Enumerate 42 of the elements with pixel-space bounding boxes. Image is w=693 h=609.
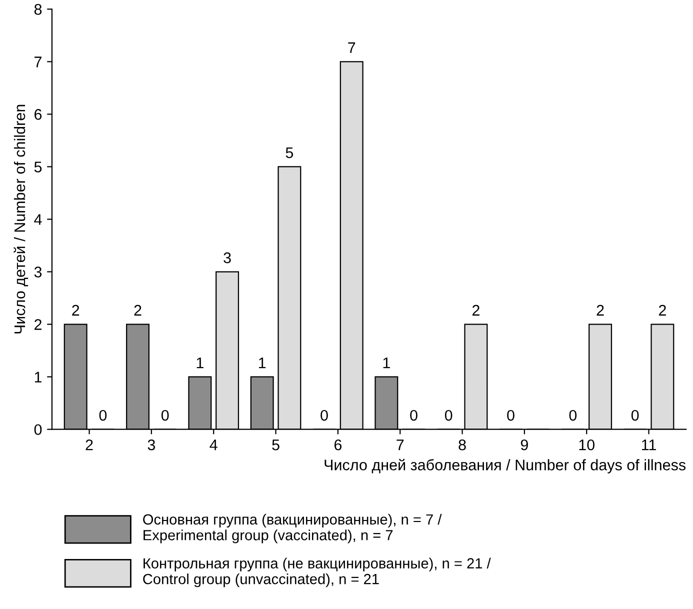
x-tick-label: 5 [272,440,280,450]
data-label: 2 [134,304,142,316]
x-tick-label: 4 [210,440,218,450]
data-label: 0 [320,410,328,421]
data-label: 3 [224,252,231,264]
y-tick-label: 3 [34,266,42,278]
data-label: 1 [383,358,390,368]
x-tick-label: 3 [148,439,156,450]
data-label: 2 [596,304,604,316]
x-tick-label: 6 [334,439,342,450]
x-tick-label: 11 [642,440,656,450]
y-tick-label: 0 [34,424,42,436]
data-label: 2 [472,304,480,316]
data-label: 0 [569,410,577,421]
legend-label: Основная группа (вакцинированные), n = 7 / Experimental group (vaccinated), n = 7 [143,514,442,544]
data-label: 1 [259,358,266,368]
data-label: 0 [444,410,452,421]
x-tick-label: 9 [520,439,528,450]
y-tick-label: 1 [34,372,42,382]
data-label: 2 [72,304,80,316]
data-label: 0 [161,410,169,421]
y-axis-title: Число детей / Number of children [14,104,28,334]
data-label: 7 [348,42,356,53]
x-tick-label: 8 [458,439,466,450]
data-label: 0 [410,410,418,421]
data-label: 5 [286,147,294,158]
y-tick-label: 8 [34,4,42,15]
x-tick-label: 7 [396,440,404,450]
data-label: 1 [196,358,204,368]
data-label: 0 [631,410,639,421]
x-tick-label: 10 [579,439,595,450]
data-label: 0 [507,410,514,421]
legend-label: Контрольная группа (не вакцинированные), n = 21 / Control group (unvaccinated), n = 21 [143,558,491,588]
y-tick-label: 4 [34,214,42,225]
x-axis-title: Число дней заболевания / Number of days of illness [324,458,686,474]
y-tick-label: 7 [34,56,42,68]
y-tick-label: 2 [34,319,42,330]
data-label: 0 [99,410,107,421]
y-tick-label: 5 [34,162,42,172]
data-label: 2 [658,304,666,316]
x-tick-label: 2 [86,439,93,450]
y-tick-label: 6 [34,109,42,120]
